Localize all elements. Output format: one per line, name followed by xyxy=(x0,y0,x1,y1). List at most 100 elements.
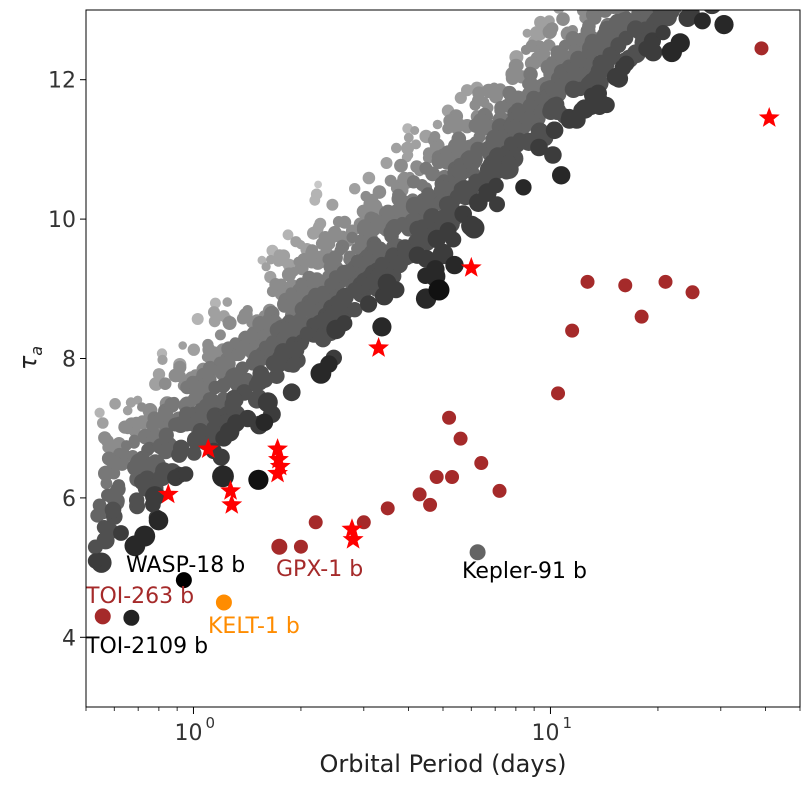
population-point xyxy=(306,277,318,289)
population-point xyxy=(261,262,271,272)
dark-red-point xyxy=(423,497,438,512)
population-point xyxy=(655,24,671,41)
population-point xyxy=(287,341,305,359)
population-point xyxy=(421,187,435,202)
planet-labels-layer: WASP-18 b GPX-1 b Kepler-91 b TOI-263 b KELT… xyxy=(85,553,587,659)
population-point xyxy=(112,479,126,492)
population-point xyxy=(326,198,339,211)
population-point xyxy=(445,255,464,275)
labeled-planet-point xyxy=(123,609,140,626)
x-tick-exponent: 1 xyxy=(562,714,572,732)
star-marker xyxy=(460,256,482,277)
population-point xyxy=(544,146,562,164)
population-point xyxy=(178,341,187,350)
dark-red-point xyxy=(754,41,769,56)
population-point xyxy=(354,234,367,247)
star-marker xyxy=(368,337,389,357)
population-point xyxy=(508,119,523,134)
population-point xyxy=(220,355,236,372)
population-point xyxy=(451,163,467,179)
population-point xyxy=(269,278,282,291)
population-point xyxy=(320,355,338,373)
population-point xyxy=(522,78,534,90)
star-marker xyxy=(268,448,289,469)
population-point xyxy=(523,66,536,79)
dark-red-point xyxy=(634,309,649,324)
population-point xyxy=(212,465,234,488)
population-point xyxy=(372,185,387,199)
dark-red-point xyxy=(565,323,580,338)
population-point xyxy=(145,486,165,506)
population-point xyxy=(305,256,318,269)
population-point xyxy=(591,98,608,115)
population-point xyxy=(104,501,122,519)
population-point xyxy=(524,56,540,71)
population-point xyxy=(570,50,587,67)
population-point xyxy=(577,10,589,17)
population-point xyxy=(584,37,598,51)
star-marker xyxy=(197,438,219,458)
dark-red-point xyxy=(380,501,395,516)
population-point xyxy=(215,429,233,447)
star-markers-layer xyxy=(157,107,780,549)
population-point xyxy=(288,267,299,277)
population-point xyxy=(224,396,242,413)
population-point xyxy=(134,473,151,491)
population-point xyxy=(285,357,301,373)
population-point xyxy=(92,498,107,513)
dark-red-point xyxy=(551,386,566,401)
population-point xyxy=(386,219,403,236)
star-marker xyxy=(342,528,364,549)
population-point xyxy=(149,377,163,391)
population-point xyxy=(520,44,532,56)
population-point xyxy=(179,416,195,432)
population-point xyxy=(365,196,380,211)
population-point xyxy=(425,166,440,182)
population-point xyxy=(87,553,104,569)
star-marker xyxy=(221,493,243,514)
population-point xyxy=(494,100,508,115)
population-point xyxy=(87,539,103,555)
population-point xyxy=(107,455,122,470)
population-point xyxy=(427,229,446,249)
population-point xyxy=(157,354,168,365)
labeled-planet-point xyxy=(215,594,232,611)
population-point xyxy=(454,91,467,104)
population-point xyxy=(324,277,338,291)
population-point xyxy=(257,255,267,265)
population-point xyxy=(295,277,307,289)
planet-label: Kepler-91 b xyxy=(462,559,587,584)
y-tick-label: 4 xyxy=(62,626,76,651)
population-point xyxy=(290,236,302,248)
y-tick-label: 10 xyxy=(48,208,76,233)
population-point xyxy=(158,377,172,391)
dark-red-point xyxy=(308,515,323,530)
population-point xyxy=(567,110,586,129)
population-point xyxy=(608,14,626,32)
population-point xyxy=(94,407,105,418)
labeled-planet-point xyxy=(469,544,486,561)
population-point xyxy=(408,246,427,264)
population-point xyxy=(545,121,564,140)
population-point xyxy=(432,119,443,130)
star-marker xyxy=(157,483,179,504)
dark-red-point xyxy=(445,469,460,484)
population-point xyxy=(109,398,121,410)
population-point xyxy=(178,466,194,482)
population-point xyxy=(411,139,421,150)
population-point xyxy=(134,525,156,547)
population-point xyxy=(186,430,206,450)
population-point xyxy=(484,154,502,171)
population-point xyxy=(168,396,180,409)
star-marker xyxy=(220,479,241,500)
population-point xyxy=(489,196,505,213)
population-point xyxy=(255,413,274,432)
population-point xyxy=(121,440,132,451)
population-point xyxy=(553,46,569,62)
population-point xyxy=(417,267,434,284)
population-point xyxy=(277,299,292,313)
labeled-planets-layer xyxy=(94,538,486,626)
population-point xyxy=(530,138,548,157)
